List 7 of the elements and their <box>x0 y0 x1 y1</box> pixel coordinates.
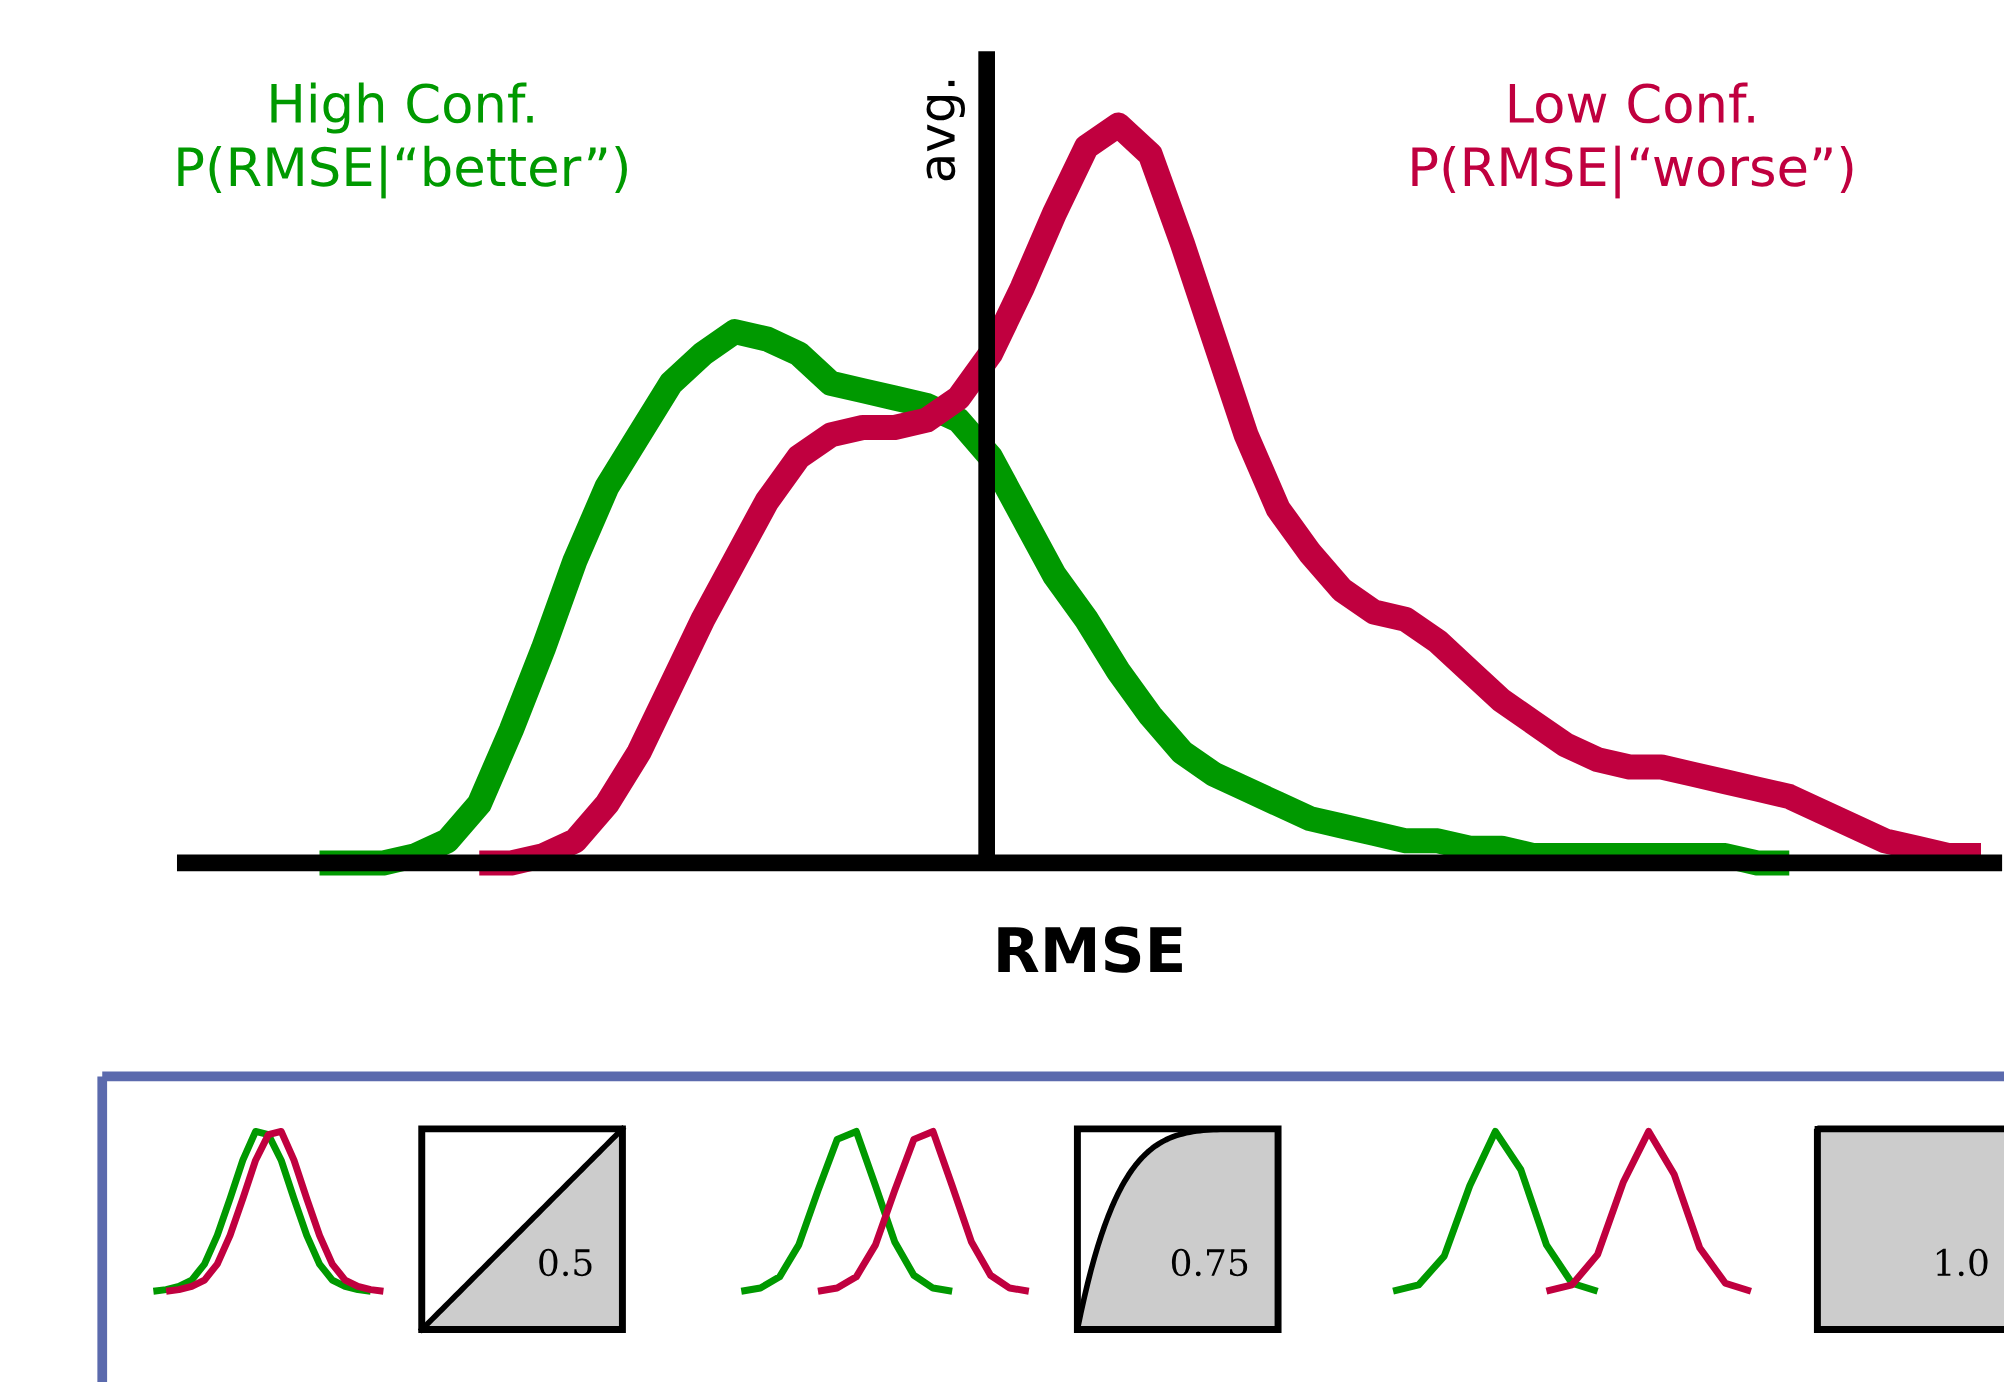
text: 0.5 <box>539 1248 592 1277</box>
text: 1.0 <box>1936 1248 1988 1277</box>
text: Low Conf. P(RMSE|“worse”) <box>1412 82 1853 199</box>
text: High Conf. P(RMSE|“better”) <box>178 82 627 199</box>
annotation: avg. <box>926 80 965 181</box>
text: 0.75 <box>1171 1248 1248 1277</box>
x-axis-title: RMSE <box>998 926 1182 973</box>
